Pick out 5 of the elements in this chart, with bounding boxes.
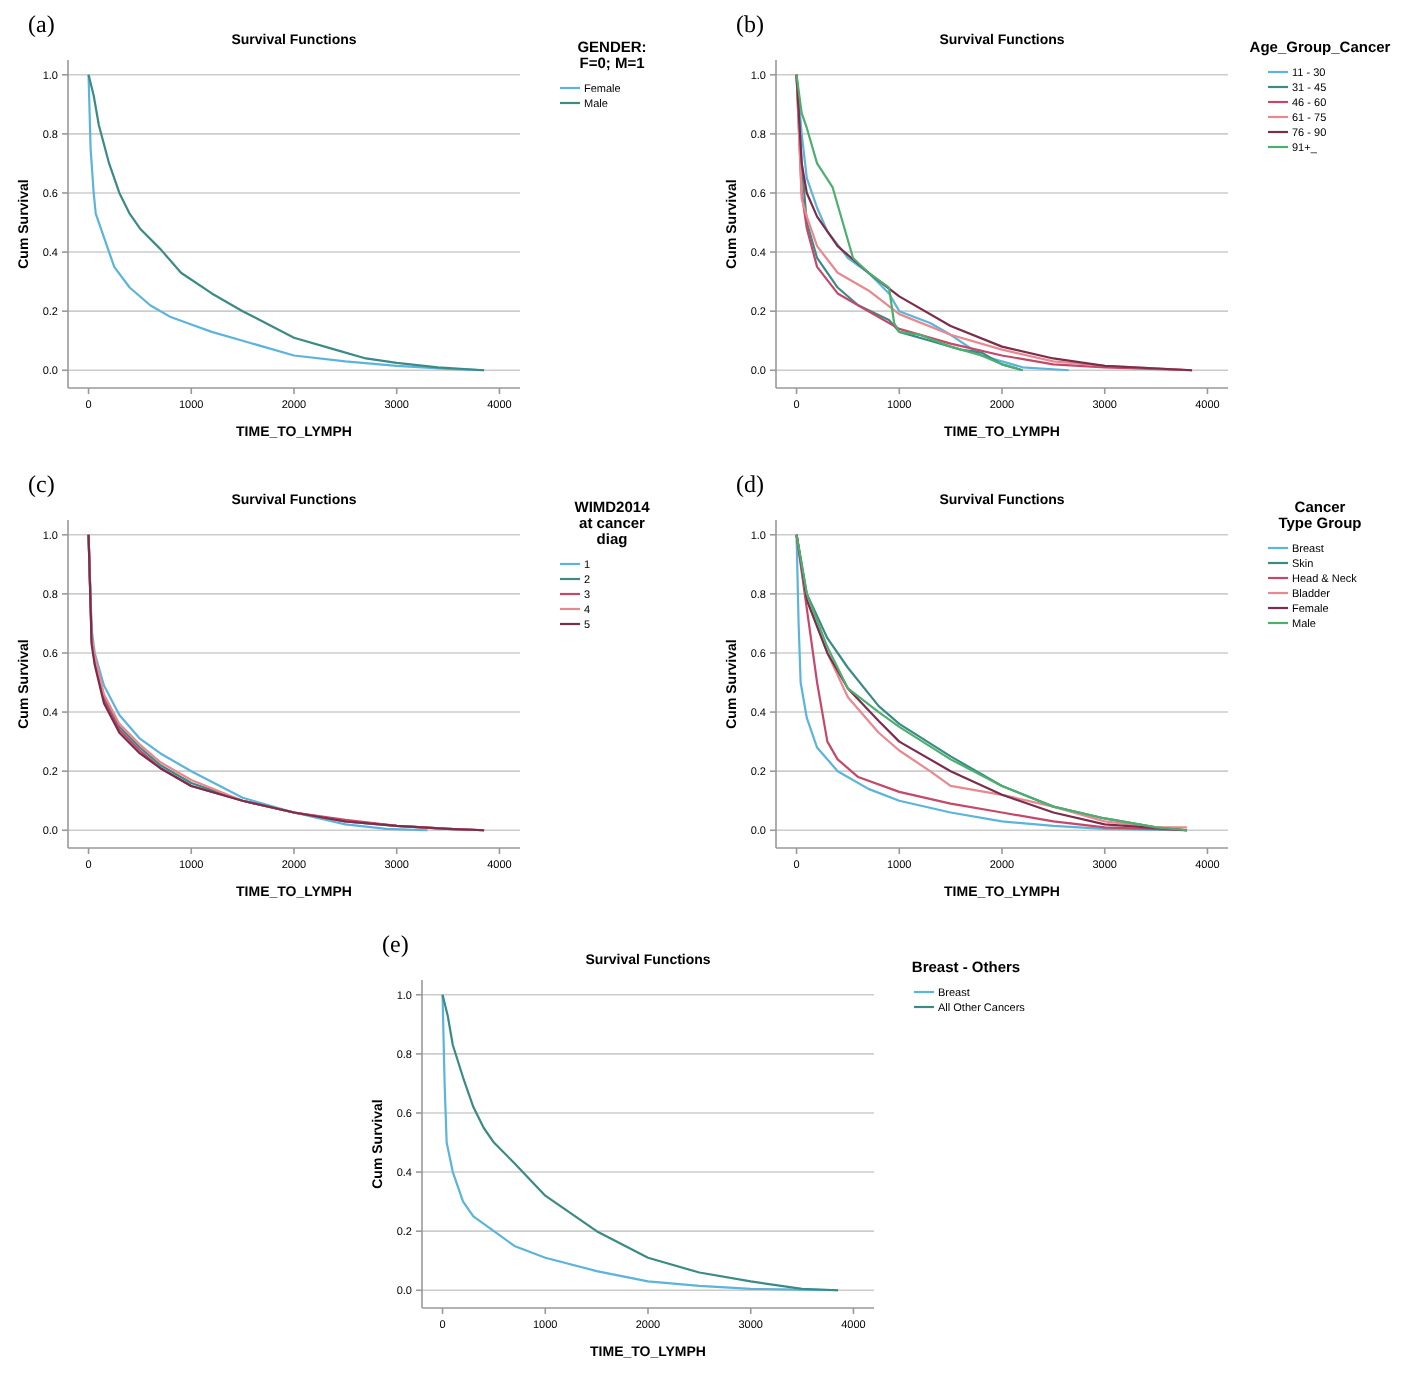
text: (a) <box>28 10 55 38</box>
text: (c) <box>28 470 55 498</box>
text: (d) <box>736 470 764 498</box>
text: (b) <box>736 10 764 38</box>
text: (e) <box>382 930 409 958</box>
